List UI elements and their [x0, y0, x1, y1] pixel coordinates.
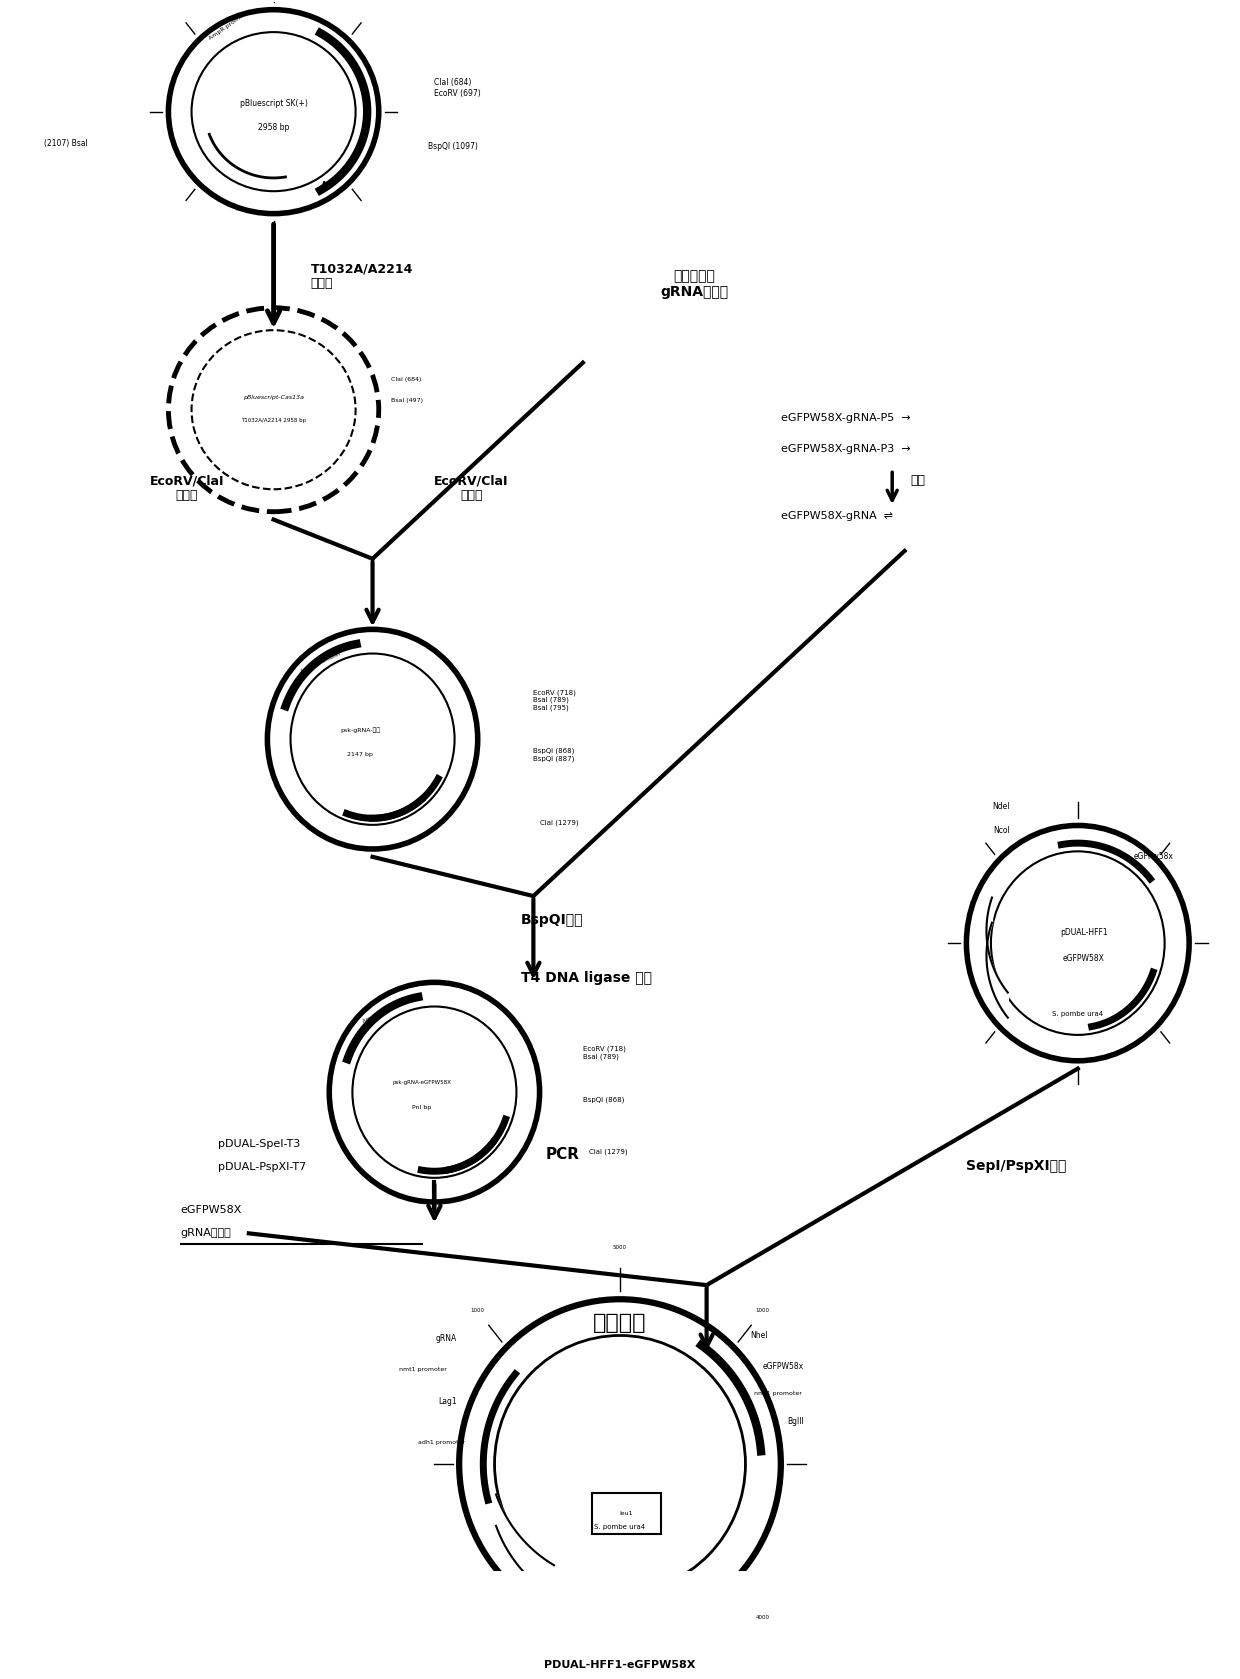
- Text: leu1: leu1: [620, 1511, 632, 1516]
- Text: BsaI (497): BsaI (497): [391, 398, 423, 403]
- Text: S. pombe ura4: S. pombe ura4: [1053, 1011, 1104, 1017]
- Text: 1000: 1000: [755, 1308, 770, 1313]
- Text: EcoRV (718)
BsaI (789)
BsaI (795): EcoRV (718) BsaI (789) BsaI (795): [533, 688, 577, 710]
- Text: EcoRV/ClaI
双酶切: EcoRV/ClaI 双酶切: [150, 473, 224, 502]
- Text: nmt1 promoter: nmt1 promoter: [754, 1390, 801, 1395]
- Text: EcoRV (718)
BsaI (789): EcoRV (718) BsaI (789): [583, 1046, 626, 1059]
- Text: ClaI (684)
EcoRV (697): ClaI (684) EcoRV (697): [434, 79, 481, 97]
- Text: (2107) BsaI: (2107) BsaI: [45, 139, 88, 148]
- Text: BspQI (1097): BspQI (1097): [428, 141, 479, 151]
- Text: S. pombe ura4: S. pombe ura4: [594, 1525, 646, 1530]
- Text: eGFPW58X: eGFPW58X: [181, 1206, 242, 1216]
- Text: NdeI: NdeI: [992, 803, 1009, 811]
- Text: eGFPW58x: eGFPW58x: [763, 1362, 804, 1372]
- Text: AmpR promoter: AmpR promoter: [362, 1001, 403, 1024]
- Text: 4000: 4000: [755, 1615, 770, 1620]
- Text: 2958 bp: 2958 bp: [258, 123, 289, 133]
- Text: eGFPw58x: eGFPw58x: [1133, 853, 1173, 861]
- Text: ClaI (684): ClaI (684): [391, 378, 422, 383]
- Text: T1032A/A2214 2958 bp: T1032A/A2214 2958 bp: [241, 418, 306, 423]
- Text: ClaI (1279): ClaI (1279): [539, 819, 578, 826]
- FancyBboxPatch shape: [591, 1493, 661, 1535]
- Text: AmpR promoter: AmpR promoter: [300, 651, 341, 675]
- Text: pBluescript SK(+): pBluescript SK(+): [239, 99, 308, 109]
- Text: Lag1: Lag1: [438, 1397, 456, 1405]
- Text: PCR: PCR: [546, 1147, 580, 1162]
- Text: pDUAL-SpeI-T3: pDUAL-SpeI-T3: [218, 1138, 300, 1148]
- Text: 5000: 5000: [613, 1244, 627, 1249]
- Text: BspQI酶切: BspQI酶切: [521, 913, 584, 927]
- Text: eGFPW58X-gRNA  ⇌: eGFPW58X-gRNA ⇌: [781, 512, 893, 522]
- Text: adh1 promoter: adh1 promoter: [418, 1439, 465, 1444]
- Text: EcoRV/ClaI
双酶切: EcoRV/ClaI 双酶切: [434, 473, 508, 502]
- Text: AmpR promoter: AmpR promoter: [208, 8, 252, 40]
- Text: 同源重组: 同源重组: [593, 1313, 647, 1333]
- Text: 1000: 1000: [470, 1308, 485, 1313]
- Text: SepI/PspXI酶切: SepI/PspXI酶切: [966, 1159, 1066, 1174]
- Text: eGFPW58X-gRNA-P3  →: eGFPW58X-gRNA-P3 →: [781, 443, 910, 453]
- Text: T1032A/A2214
双突变: T1032A/A2214 双突变: [311, 262, 413, 290]
- Text: eGFPW58X-gRNA-P5  →: eGFPW58X-gRNA-P5 →: [781, 413, 910, 423]
- Text: pBluescript-Cas13a: pBluescript-Cas13a: [243, 395, 304, 400]
- Text: gRNA: gRNA: [435, 1335, 456, 1343]
- Text: eGFPW58X: eGFPW58X: [1063, 954, 1105, 964]
- Text: nmt1 promoter: nmt1 promoter: [399, 1367, 446, 1372]
- Text: gRNA表达盒: gRNA表达盒: [181, 1229, 232, 1239]
- Text: T4 DNA ligase 连接: T4 DNA ligase 连接: [521, 970, 652, 984]
- Text: psk-gRNA-eGFPW58X: psk-gRNA-eGFPW58X: [393, 1080, 451, 1085]
- Text: NheI: NheI: [750, 1331, 768, 1340]
- Text: pDUAL-PspXI-T7: pDUAL-PspXI-T7: [218, 1162, 306, 1172]
- Text: psk-gRNA-载体: psk-gRNA-载体: [340, 727, 381, 732]
- Text: NcoI: NcoI: [993, 826, 1009, 834]
- Text: BspQI (868)
BspQI (887): BspQI (868) BspQI (887): [533, 747, 575, 762]
- Text: pDUAL-HFF1: pDUAL-HFF1: [1060, 927, 1107, 937]
- Text: 退火: 退火: [910, 473, 926, 487]
- Text: Pnl bp: Pnl bp: [413, 1105, 432, 1110]
- Text: PDUAL-HFF1-eGFPW58X: PDUAL-HFF1-eGFPW58X: [544, 1661, 696, 1671]
- Text: BglII: BglII: [787, 1417, 804, 1425]
- Text: 金唯智合成
gRNA表达盒: 金唯智合成 gRNA表达盒: [660, 269, 728, 299]
- Text: 2147 bp: 2147 bp: [347, 752, 373, 757]
- Text: BspQI (868): BspQI (868): [583, 1096, 624, 1103]
- Text: ClaI (1279): ClaI (1279): [589, 1148, 627, 1155]
